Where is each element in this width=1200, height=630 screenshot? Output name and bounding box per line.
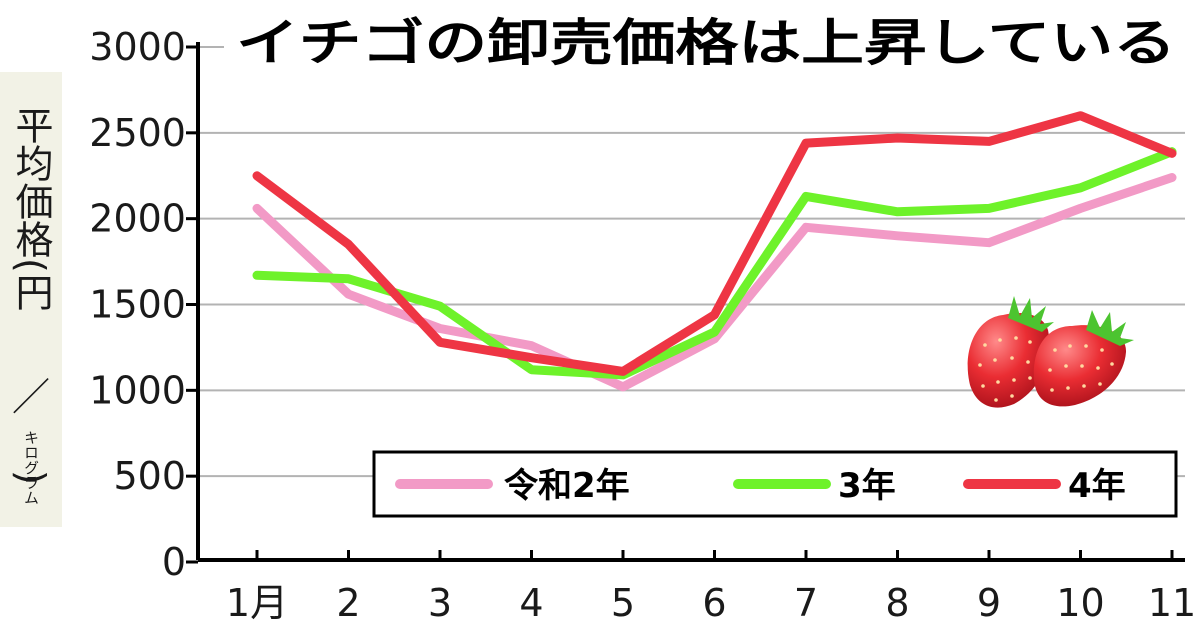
strawberry-right-icon — [1033, 310, 1134, 407]
y-axis-label-slash: ／ — [12, 375, 50, 419]
y-tick-label: 500 — [113, 454, 186, 498]
x-tick-label: 7 — [794, 581, 818, 625]
y-axis-label: 平均価格(円 ／ キログラム ) — [9, 106, 53, 505]
y-tick-label: 3000 — [89, 25, 186, 69]
x-tick-label: 10 — [1056, 581, 1104, 625]
y-tick-label: 2500 — [89, 111, 186, 155]
legend-label-series-1: 3年 — [838, 466, 896, 506]
x-tick-label: 5 — [611, 581, 635, 625]
x-tick-label: 1月 — [226, 581, 288, 625]
y-tick-label: 1500 — [89, 283, 186, 327]
series — [252, 111, 1177, 392]
y-axis-label-close: ) — [9, 470, 53, 485]
x-tick-label: 4 — [519, 581, 543, 625]
y-tick-labels: 0 500 1000 1500 2000 2500 3000 — [89, 25, 186, 584]
y-axis-label-unit: キログラム — [22, 430, 40, 505]
x-tick-label: 3 — [428, 581, 452, 625]
legend: 令和2年 3年 4年 — [372, 450, 1178, 518]
y-tick-label: 1000 — [89, 368, 186, 412]
x-tick-label: 9 — [977, 581, 1001, 625]
title-background — [224, 4, 1188, 78]
legend-label-series-2: 4年 — [1068, 466, 1126, 506]
x-tick-label: 6 — [702, 581, 726, 625]
x-tick-label: 2 — [336, 581, 360, 625]
y-axis-label-main: 平均価格(円 — [9, 106, 53, 311]
y-tick-label: 0 — [162, 540, 186, 584]
x-tick-label: 8 — [885, 581, 909, 625]
x-tick-label: 11 — [1148, 581, 1196, 625]
y-tick-label: 2000 — [89, 197, 186, 241]
y-axis-label-panel — [0, 72, 62, 527]
x-tick-labels: 1月 2 3 4 5 6 7 8 9 10 11 — [226, 550, 1196, 625]
chart-title: イチゴの卸売価格は上昇している — [236, 14, 1176, 72]
legend-label-series-0: 令和2年 — [504, 466, 630, 506]
strawberry-icons — [967, 296, 1134, 408]
